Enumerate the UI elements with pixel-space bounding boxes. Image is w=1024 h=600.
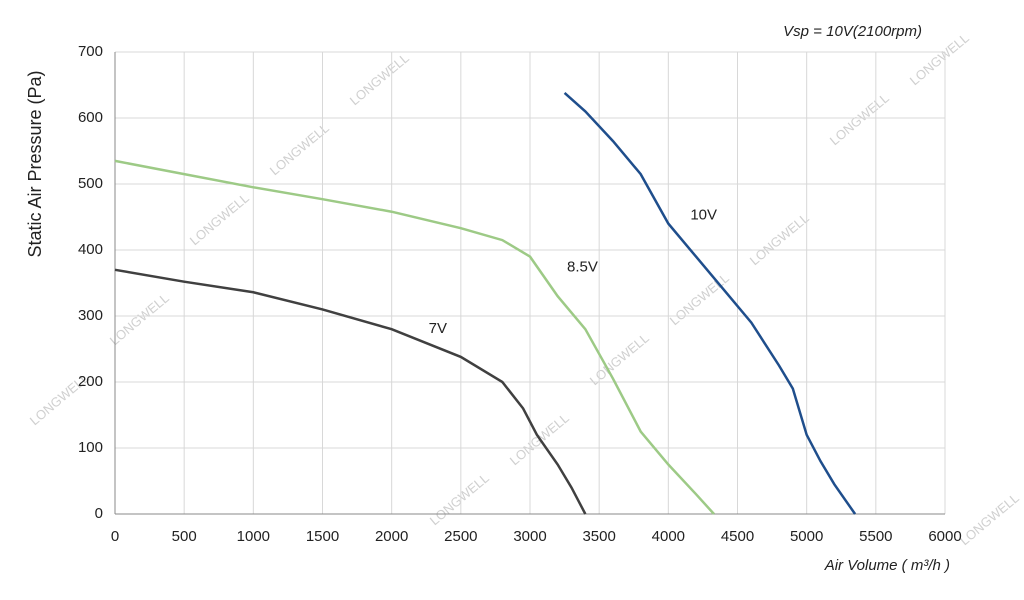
watermark: LONGWELL (427, 470, 492, 528)
y-tick-label: 400 (78, 241, 103, 258)
x-tick-label: 6000 (928, 528, 961, 545)
x-tick-label: 1000 (237, 528, 270, 545)
x-tick-label: 3500 (582, 528, 615, 545)
x-tick-label: 4500 (721, 528, 754, 545)
y-tick-label: 0 (95, 505, 103, 522)
watermark: LONGWELL (587, 330, 652, 388)
series-label: 7V (429, 320, 447, 337)
x-tick-label: 500 (172, 528, 197, 545)
y-tick-label: 200 (78, 373, 103, 390)
series-label: 8.5V (567, 259, 598, 276)
watermark: LONGWELL (957, 490, 1022, 548)
y-tick-label: 600 (78, 109, 103, 126)
y-tick-label: 700 (78, 43, 103, 60)
x-tick-label: 0 (111, 528, 119, 545)
y-tick-label: 300 (78, 307, 103, 324)
series-line (114, 268, 587, 515)
watermark: LONGWELL (667, 270, 732, 328)
x-tick-label: 4000 (652, 528, 685, 545)
x-tick-label: 2500 (444, 528, 477, 545)
x-tick-label: 3000 (513, 528, 546, 545)
series-line (114, 159, 715, 515)
x-tick-label: 5500 (859, 528, 892, 545)
x-axis-label: Air Volume ( m³/h ) (824, 557, 950, 574)
x-tick-label: 5000 (790, 528, 823, 545)
watermark: LONGWELL (347, 50, 412, 108)
watermark: LONGWELL (747, 210, 812, 268)
series-label: 10V (690, 207, 717, 224)
watermark: LONGWELL (107, 290, 172, 348)
series-line (563, 91, 857, 515)
watermark: LONGWELL (187, 190, 252, 248)
y-tick-label: 100 (78, 439, 103, 456)
x-tick-label: 1500 (306, 528, 339, 545)
x-tick-label: 2000 (375, 528, 408, 545)
y-tick-label: 500 (78, 175, 103, 192)
y-axis-label: Static Air Pressure (Pa) (25, 70, 45, 257)
annotation: Vsp = 10V(2100rpm) (783, 23, 922, 40)
watermark: LONGWELL (827, 90, 892, 148)
